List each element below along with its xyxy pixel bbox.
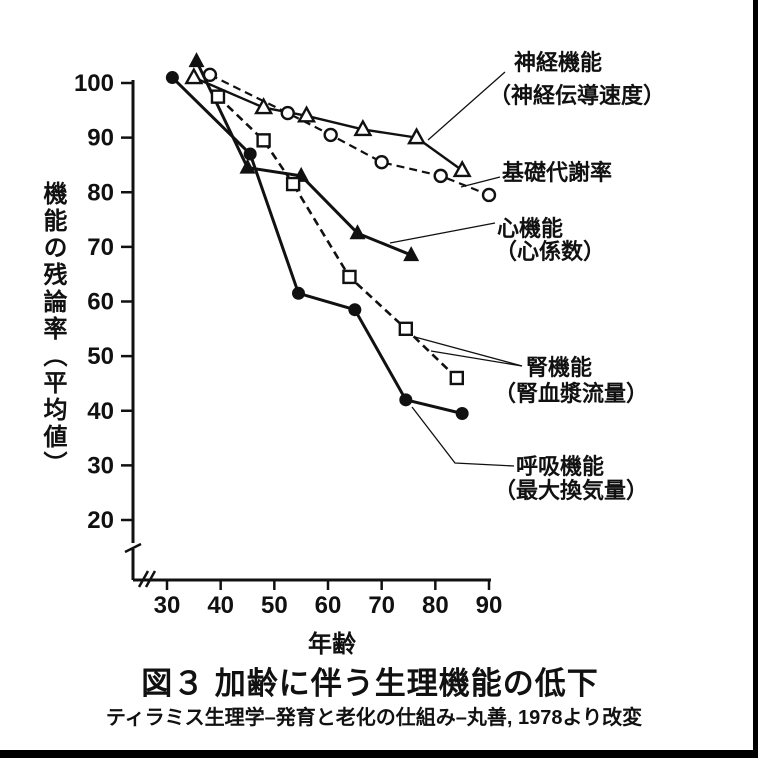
y-tick-label: 90 bbox=[87, 125, 114, 152]
kidney-leader-line bbox=[414, 336, 523, 367]
y-tick-label: 40 bbox=[87, 398, 114, 425]
x-tick-label: 60 bbox=[315, 592, 342, 619]
kidney-marker bbox=[342, 269, 357, 285]
bmr-marker bbox=[280, 105, 295, 121]
x-axis-label: 年齢 bbox=[308, 631, 356, 658]
nerve-line bbox=[193, 76, 463, 172]
x-tick-label: 30 bbox=[154, 592, 181, 619]
y-tick-label: 30 bbox=[87, 452, 114, 479]
cardiac-marker bbox=[188, 52, 205, 68]
bmr-marker bbox=[323, 127, 338, 143]
cardiac-label: 心機能 bbox=[497, 216, 564, 241]
respiratory-leader-line bbox=[411, 406, 515, 467]
x-tick-label: 80 bbox=[422, 592, 449, 619]
nerve-marker bbox=[184, 67, 204, 85]
bmr-marker bbox=[374, 155, 389, 170]
cardiac-leader-line bbox=[389, 222, 496, 244]
nerve-leader-line bbox=[427, 71, 506, 141]
kidney-line bbox=[217, 95, 458, 379]
bmr-line bbox=[209, 73, 490, 197]
nerve-marker bbox=[407, 127, 427, 145]
kidney-label: 腎機能 bbox=[526, 355, 593, 380]
respiratory-marker bbox=[348, 303, 362, 317]
kidney-marker bbox=[256, 133, 271, 148]
y-tick-label: 20 bbox=[87, 507, 114, 534]
nerve-label: （神経伝導速度） bbox=[489, 83, 666, 108]
bmr-marker bbox=[481, 187, 497, 203]
figure-source-caption: ティラミス生理学–発育と老化の仕組み–丸善, 1978より改変 bbox=[105, 707, 643, 729]
respiratory-label: 呼吸機能 bbox=[516, 454, 605, 479]
nerve-marker bbox=[353, 118, 373, 137]
nerve-marker bbox=[452, 159, 472, 178]
x-tick-label: 70 bbox=[368, 592, 395, 619]
nerve-marker bbox=[296, 105, 317, 123]
x-tick-label: 50 bbox=[261, 592, 288, 619]
bmr-leader-line bbox=[460, 176, 501, 188]
x-tick-label: 90 bbox=[476, 592, 503, 619]
kidney-marker bbox=[285, 176, 301, 192]
cardiac-marker bbox=[403, 246, 420, 262]
bmr-label: 基礎代謝率 bbox=[502, 160, 613, 185]
figure-title: 図３ 加齢に伴う生理機能の低下 bbox=[141, 666, 599, 701]
kidney-leader-line bbox=[430, 350, 523, 367]
respiratory-marker bbox=[399, 393, 413, 407]
respiratory-line bbox=[171, 76, 463, 415]
y-tick-label: 80 bbox=[87, 179, 114, 206]
x-tick-label: 40 bbox=[207, 592, 234, 619]
y-tick-label: 50 bbox=[87, 343, 114, 370]
respiratory-marker bbox=[243, 147, 257, 161]
x-axis-break-icon bbox=[137, 570, 150, 588]
y-tick-label: 60 bbox=[87, 289, 114, 316]
y-axis-break-icon bbox=[124, 542, 142, 554]
respiratory-marker bbox=[165, 71, 179, 85]
respiratory-marker bbox=[291, 286, 305, 300]
cardiac-marker bbox=[349, 224, 366, 240]
bmr-marker bbox=[433, 168, 448, 184]
y-tick-label: 70 bbox=[87, 234, 114, 261]
nerve-marker bbox=[254, 97, 274, 115]
bottom-border-bar bbox=[0, 750, 758, 758]
kidney-marker bbox=[449, 370, 464, 386]
cardiac-label: （心係数） bbox=[495, 239, 606, 264]
respiratory-label: （最大換気量） bbox=[494, 478, 649, 503]
right-border-bar bbox=[753, 0, 758, 758]
kidney-marker bbox=[210, 89, 226, 104]
bmr-marker bbox=[202, 67, 218, 83]
y-axis-label: 機能の残論率（平均値） bbox=[39, 181, 66, 478]
x-axis-break-icon bbox=[144, 570, 157, 588]
kidney-label: （腎血漿流量） bbox=[494, 381, 649, 406]
respiratory-marker bbox=[455, 406, 469, 420]
y-tick-label: 100 bbox=[74, 70, 114, 97]
cardiac-marker bbox=[239, 158, 256, 174]
nerve-label: 神経機能 bbox=[514, 50, 603, 75]
kidney-marker bbox=[398, 321, 414, 337]
